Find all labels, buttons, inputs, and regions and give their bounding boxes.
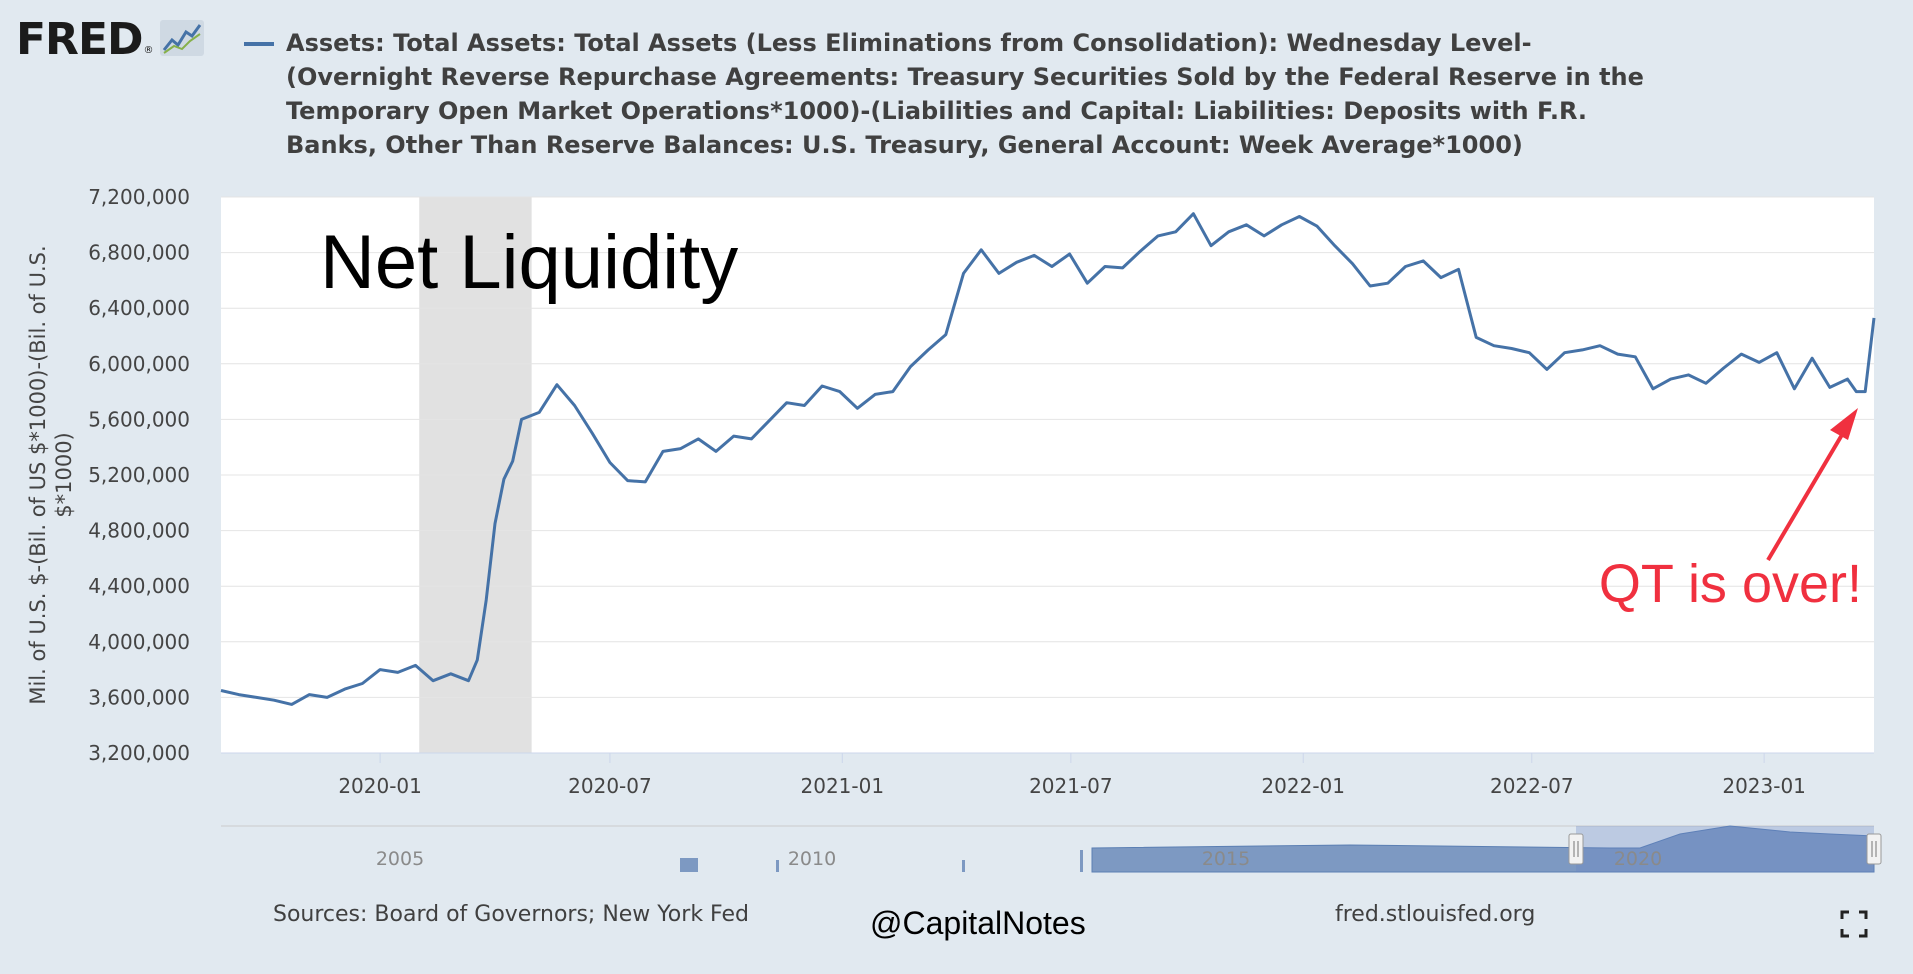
fred-site-link[interactable]: fred.stlouisfed.org <box>1335 902 1536 927</box>
y-tick-label: 6,400,000 <box>88 296 190 320</box>
y-tick-label: 4,400,000 <box>88 574 190 598</box>
fred-logo-text: FRED <box>16 14 144 65</box>
navigator-year-label: 2020 <box>1614 848 1662 870</box>
annotation-arrow-shaft <box>1766 426 1848 562</box>
y-tick-label: 4,000,000 <box>88 630 190 654</box>
y-tick-label: 3,200,000 <box>88 741 190 765</box>
x-tick-label: 2020-01 <box>338 774 422 798</box>
y-tick-label: 7,200,000 <box>88 185 190 209</box>
sources-text: Sources: Board of Governors; New York Fe… <box>273 902 749 927</box>
x-tick-label: 2022-01 <box>1261 774 1345 798</box>
navigator-year-label: 2010 <box>788 848 836 870</box>
navigator-series-fragment <box>1080 850 1083 872</box>
x-tick-label: 2020-07 <box>568 774 652 798</box>
author-handle: @CapitalNotes <box>870 905 1086 941</box>
legend-series-swatch <box>244 42 274 46</box>
navigator-year-label: 2005 <box>376 848 424 870</box>
navigator-drag-handle[interactable] <box>1568 833 1584 865</box>
annotation-arrow-head <box>1830 408 1858 440</box>
series-legend[interactable]: Assets: Total Assets: Total Assets (Less… <box>244 26 1664 162</box>
x-tick-label: 2021-07 <box>1029 774 1113 798</box>
y-tick-label: 6,800,000 <box>88 241 190 265</box>
x-tick-label: 2021-01 <box>801 774 885 798</box>
plot-area: 3,200,000 3,600,000 4,000,000 4,400,000 4,80… <box>26 185 1882 873</box>
qt-is-over-annotation: QT is over! <box>1599 554 1862 614</box>
series-line[interactable] <box>220 212 1876 706</box>
navigator-series-fragment <box>776 860 779 872</box>
navigator-series-fragment <box>962 860 965 872</box>
fred-logo[interactable]: FRED ® <box>16 18 204 62</box>
y-tick-label: 3,600,000 <box>88 685 190 709</box>
y-tick-label: 5,600,000 <box>88 407 190 431</box>
y-axis-title: Mil. of U.S. $-(Bil. of US $*1000)-(Bil.… <box>26 245 76 704</box>
y-tick-label: 4,800,000 <box>88 519 190 543</box>
y-tick-label: 5,200,000 <box>88 463 190 487</box>
y-tick-label: 6,000,000 <box>88 352 190 376</box>
x-tick-label: 2023-01 <box>1722 774 1806 798</box>
net-liquidity-title: Net Liquidity <box>320 220 738 305</box>
navigator-series-fragment <box>680 858 698 872</box>
navigator-selected-range[interactable] <box>1576 826 1874 872</box>
chart-trend-icon <box>159 20 204 60</box>
x-tick-label: 2022-07 <box>1490 774 1574 798</box>
fullscreen-icon[interactable] <box>1840 910 1868 942</box>
navigator-year-label: 2015 <box>1202 848 1250 870</box>
navigator-drag-handle[interactable] <box>1866 833 1882 865</box>
legend-series-title: Assets: Total Assets: Total Assets (Less… <box>286 29 1644 159</box>
registered-mark: ® <box>143 45 154 56</box>
